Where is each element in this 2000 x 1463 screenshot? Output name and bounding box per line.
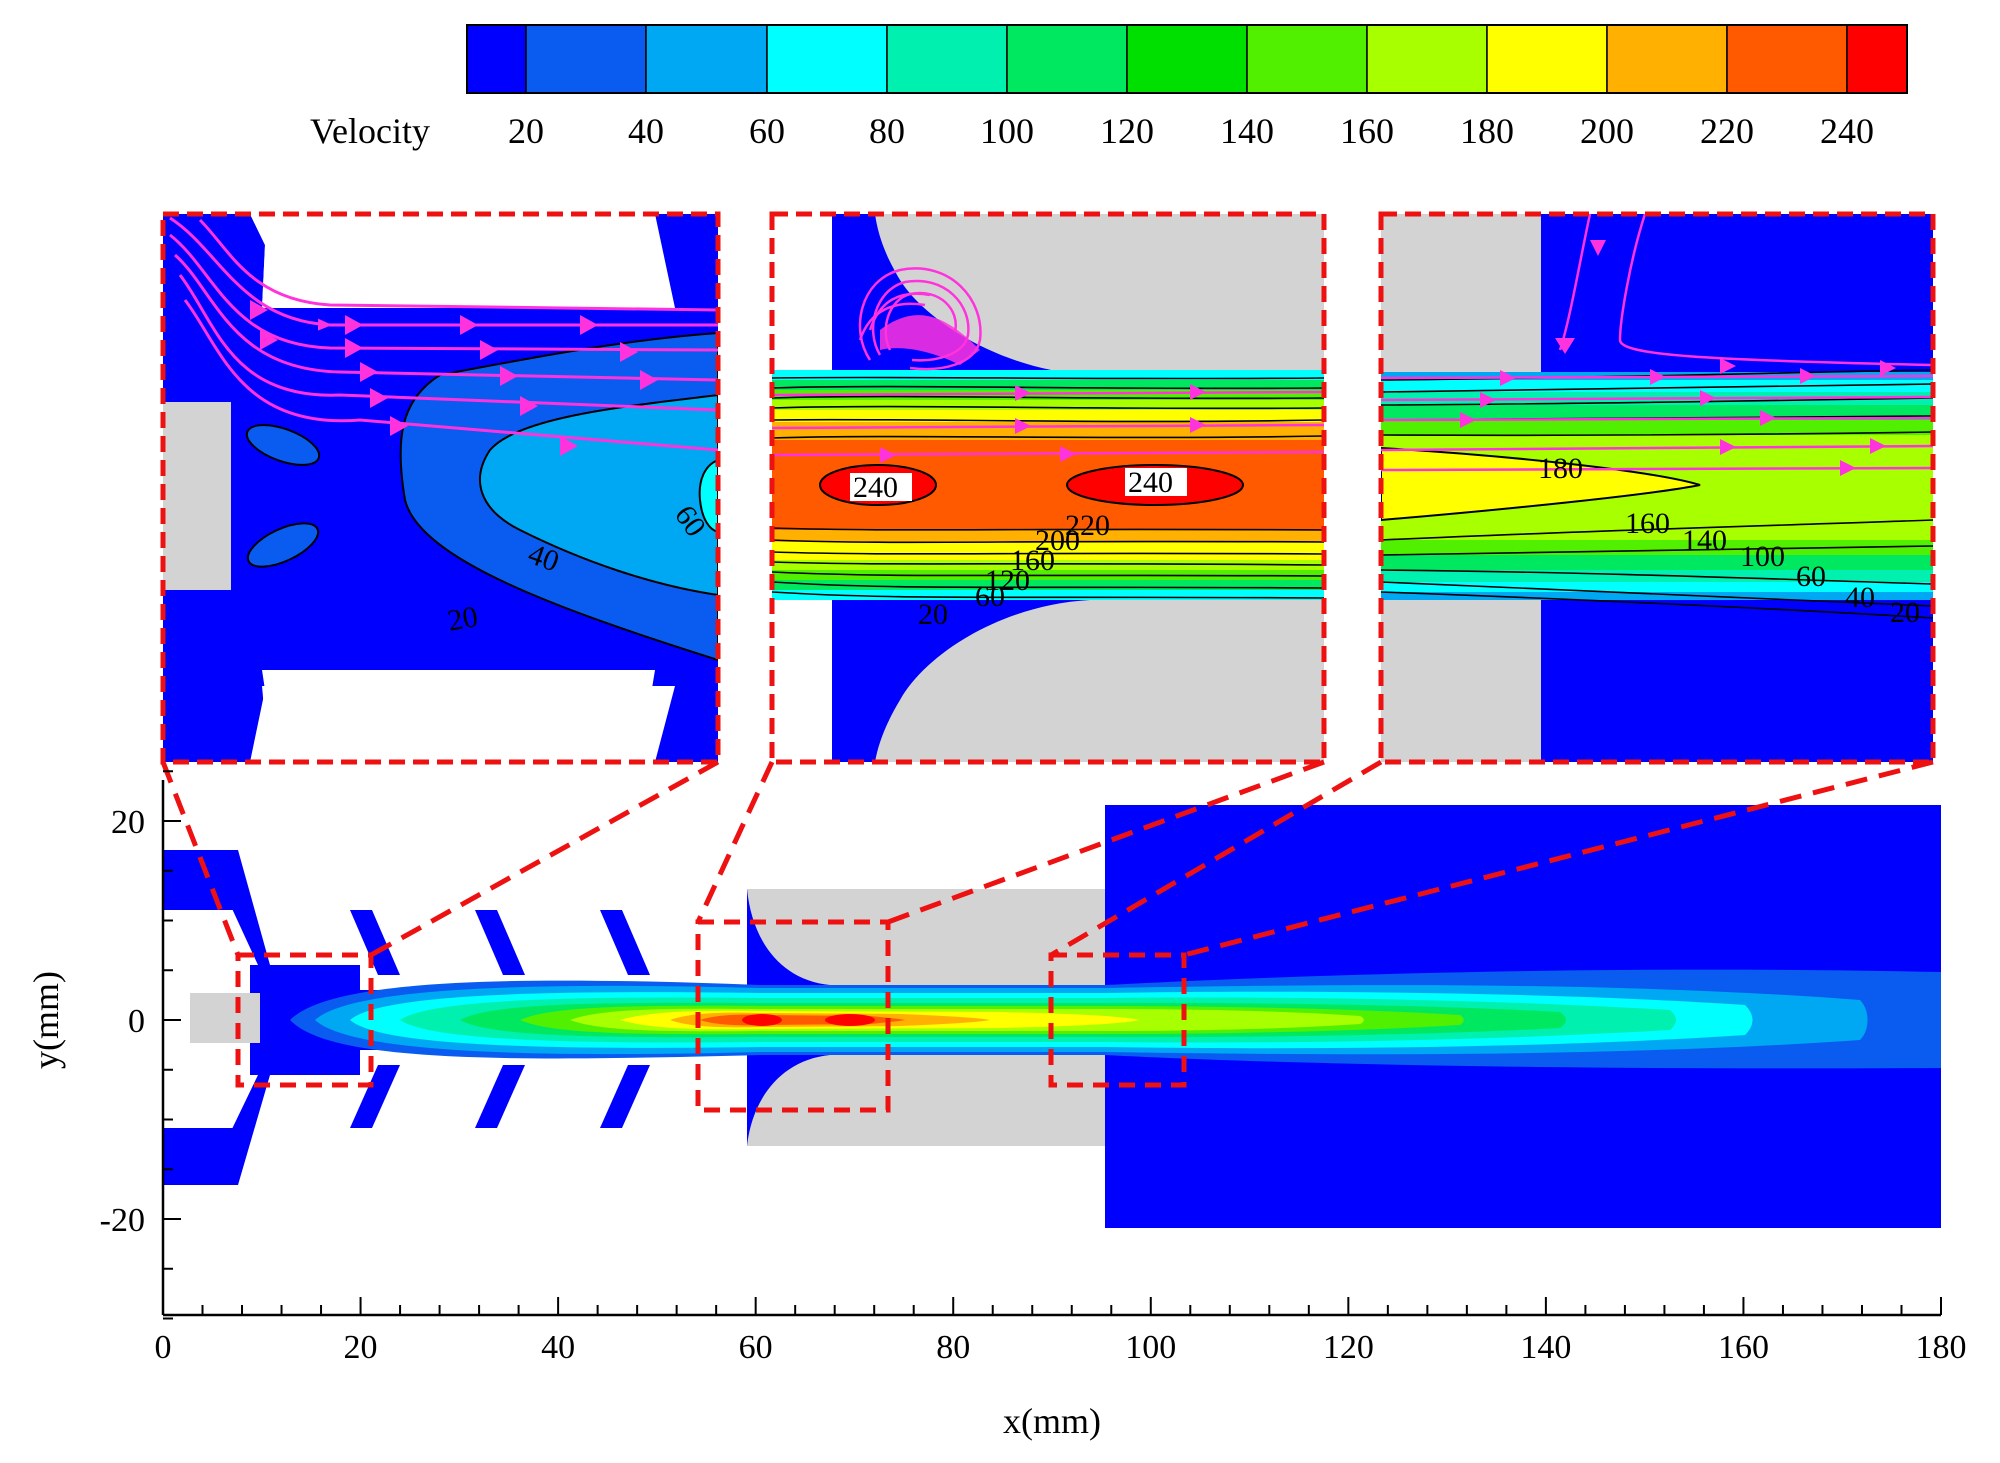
colorbar-swatch — [466, 24, 527, 94]
inset2-contour-labels: 240 240 220 200 160 120 60 20 — [850, 466, 1187, 631]
contour-label: 100 — [1740, 540, 1785, 573]
x-tick-label: 20 — [344, 1329, 378, 1366]
contour-label: 140 — [1682, 524, 1727, 557]
colorbar-swatch — [886, 24, 1008, 94]
inset-exit: 180 160 140 100 60 40 20 — [1378, 211, 1936, 765]
colorbar-tick-label: 180 — [1460, 111, 1514, 151]
colorbar-tick-label: 120 — [1100, 111, 1154, 151]
x-tick-label: 40 — [541, 1329, 575, 1366]
x-tick-label: 160 — [1718, 1329, 1769, 1366]
x-axis-ticks: 0 20 40 60 80 100 120 140 160 180 — [155, 1297, 1967, 1366]
colorbar-tick-label: 40 — [628, 111, 664, 151]
inset3-contour-labels: 180 160 140 100 60 40 20 — [1538, 452, 1920, 629]
contour-label: 220 — [1065, 509, 1110, 542]
colorbar-tick-label: 80 — [869, 111, 905, 151]
colorbar-tick-label: 240 — [1820, 111, 1874, 151]
inset3-jet-bands — [1381, 372, 1933, 600]
inset2-frame — [769, 211, 1327, 765]
contour-label: 200 — [1035, 524, 1080, 557]
contour-label: 20 — [918, 598, 948, 631]
colorbar-swatch — [525, 24, 647, 94]
colorbar-tick-label: 220 — [1700, 111, 1754, 151]
zoom-box-exit — [1048, 952, 1187, 1088]
inset3-wall-bottom — [1381, 600, 1541, 762]
x-tick-label: 100 — [1125, 1329, 1176, 1366]
zoom-connectors — [160, 759, 1934, 958]
zoom-boxes — [235, 919, 1187, 1113]
zoom-box-throat — [695, 919, 891, 1113]
inset3-frame — [1378, 211, 1936, 765]
y-axis-label: y(mm) — [26, 971, 66, 1069]
inset-inlet: 60 40 20 — [160, 211, 721, 765]
main-plot: 0 20 40 60 80 100 120 140 160 180 200-20 x(mm) y(… — [26, 759, 1967, 1441]
x-tick-label: 0 — [155, 1329, 172, 1366]
contour-label: 60 — [975, 580, 1005, 613]
colorbar-swatch — [1006, 24, 1128, 94]
x-tick-label: 180 — [1916, 1329, 1967, 1366]
contour-label: 240 — [1128, 466, 1173, 499]
colorbar-swatch — [1246, 24, 1368, 94]
colorbar-swatch — [1486, 24, 1608, 94]
colorbar — [466, 24, 1908, 94]
y-axis-ticks: 20 0 -20 — [100, 770, 181, 1320]
colorbar-swatch — [645, 24, 768, 94]
contour-label: 160 — [1010, 544, 1055, 577]
colorbar-swatch — [1846, 24, 1908, 94]
inset2-wall-top — [875, 214, 1324, 375]
contour-label: 120 — [985, 564, 1030, 597]
colorbar-tick-label: 140 — [1220, 111, 1274, 151]
inset3-wall-top — [1381, 214, 1541, 376]
plot-axes — [161, 780, 1941, 1317]
colorbar-swatch — [766, 24, 888, 94]
zoom-box-inlet — [235, 952, 374, 1088]
colorbar-swatch — [1126, 24, 1248, 94]
x-tick-label: 60 — [739, 1329, 773, 1366]
colorbar-title: Velocity — [310, 111, 430, 151]
colorbar-swatch — [1606, 24, 1728, 94]
jet-plume — [290, 969, 1941, 1069]
x-tick-label: 120 — [1323, 1329, 1374, 1366]
x-tick-label: 140 — [1520, 1329, 1571, 1366]
channel-ribs — [350, 910, 650, 1128]
colorbar-swatch — [1726, 24, 1848, 94]
colorbar-swatch — [1366, 24, 1488, 94]
colorbar-tick-label: 60 — [749, 111, 785, 151]
colorbar-tick-label: 20 — [508, 111, 544, 151]
colorbar-tick-labels: 20 40 60 80 100 120 140 160 180 200 220 240 — [508, 111, 1874, 151]
inset2-wall-bottom — [875, 600, 1324, 762]
contour-label: 40 — [1845, 581, 1875, 614]
contour-label: 240 — [853, 471, 898, 504]
colorbar-tick-label: 160 — [1340, 111, 1394, 151]
colorbar-tick-label: 200 — [1580, 111, 1634, 151]
inset1-wall-block — [163, 402, 231, 590]
contour-label: 160 — [1625, 507, 1670, 540]
inset-throat: 240 240 220 200 160 120 60 20 — [769, 211, 1327, 765]
x-axis-label: x(mm) — [1003, 1401, 1101, 1441]
contour-label: 180 — [1538, 452, 1583, 485]
y-tick-label: -20 — [100, 1202, 145, 1239]
contour-label: 20 — [1890, 596, 1920, 629]
contour-label: 20 — [445, 600, 480, 638]
y-tick-label: 20 — [111, 804, 145, 841]
colorbar-tick-label: 100 — [980, 111, 1034, 151]
y-tick-label: 0 — [128, 1003, 145, 1040]
inlet-center-block — [190, 993, 260, 1043]
x-tick-label: 80 — [936, 1329, 970, 1366]
contour-label: 60 — [1796, 560, 1826, 593]
colorbar-border — [466, 24, 1908, 94]
inset1-frame — [160, 211, 721, 765]
inset1-streamlines — [169, 216, 718, 452]
